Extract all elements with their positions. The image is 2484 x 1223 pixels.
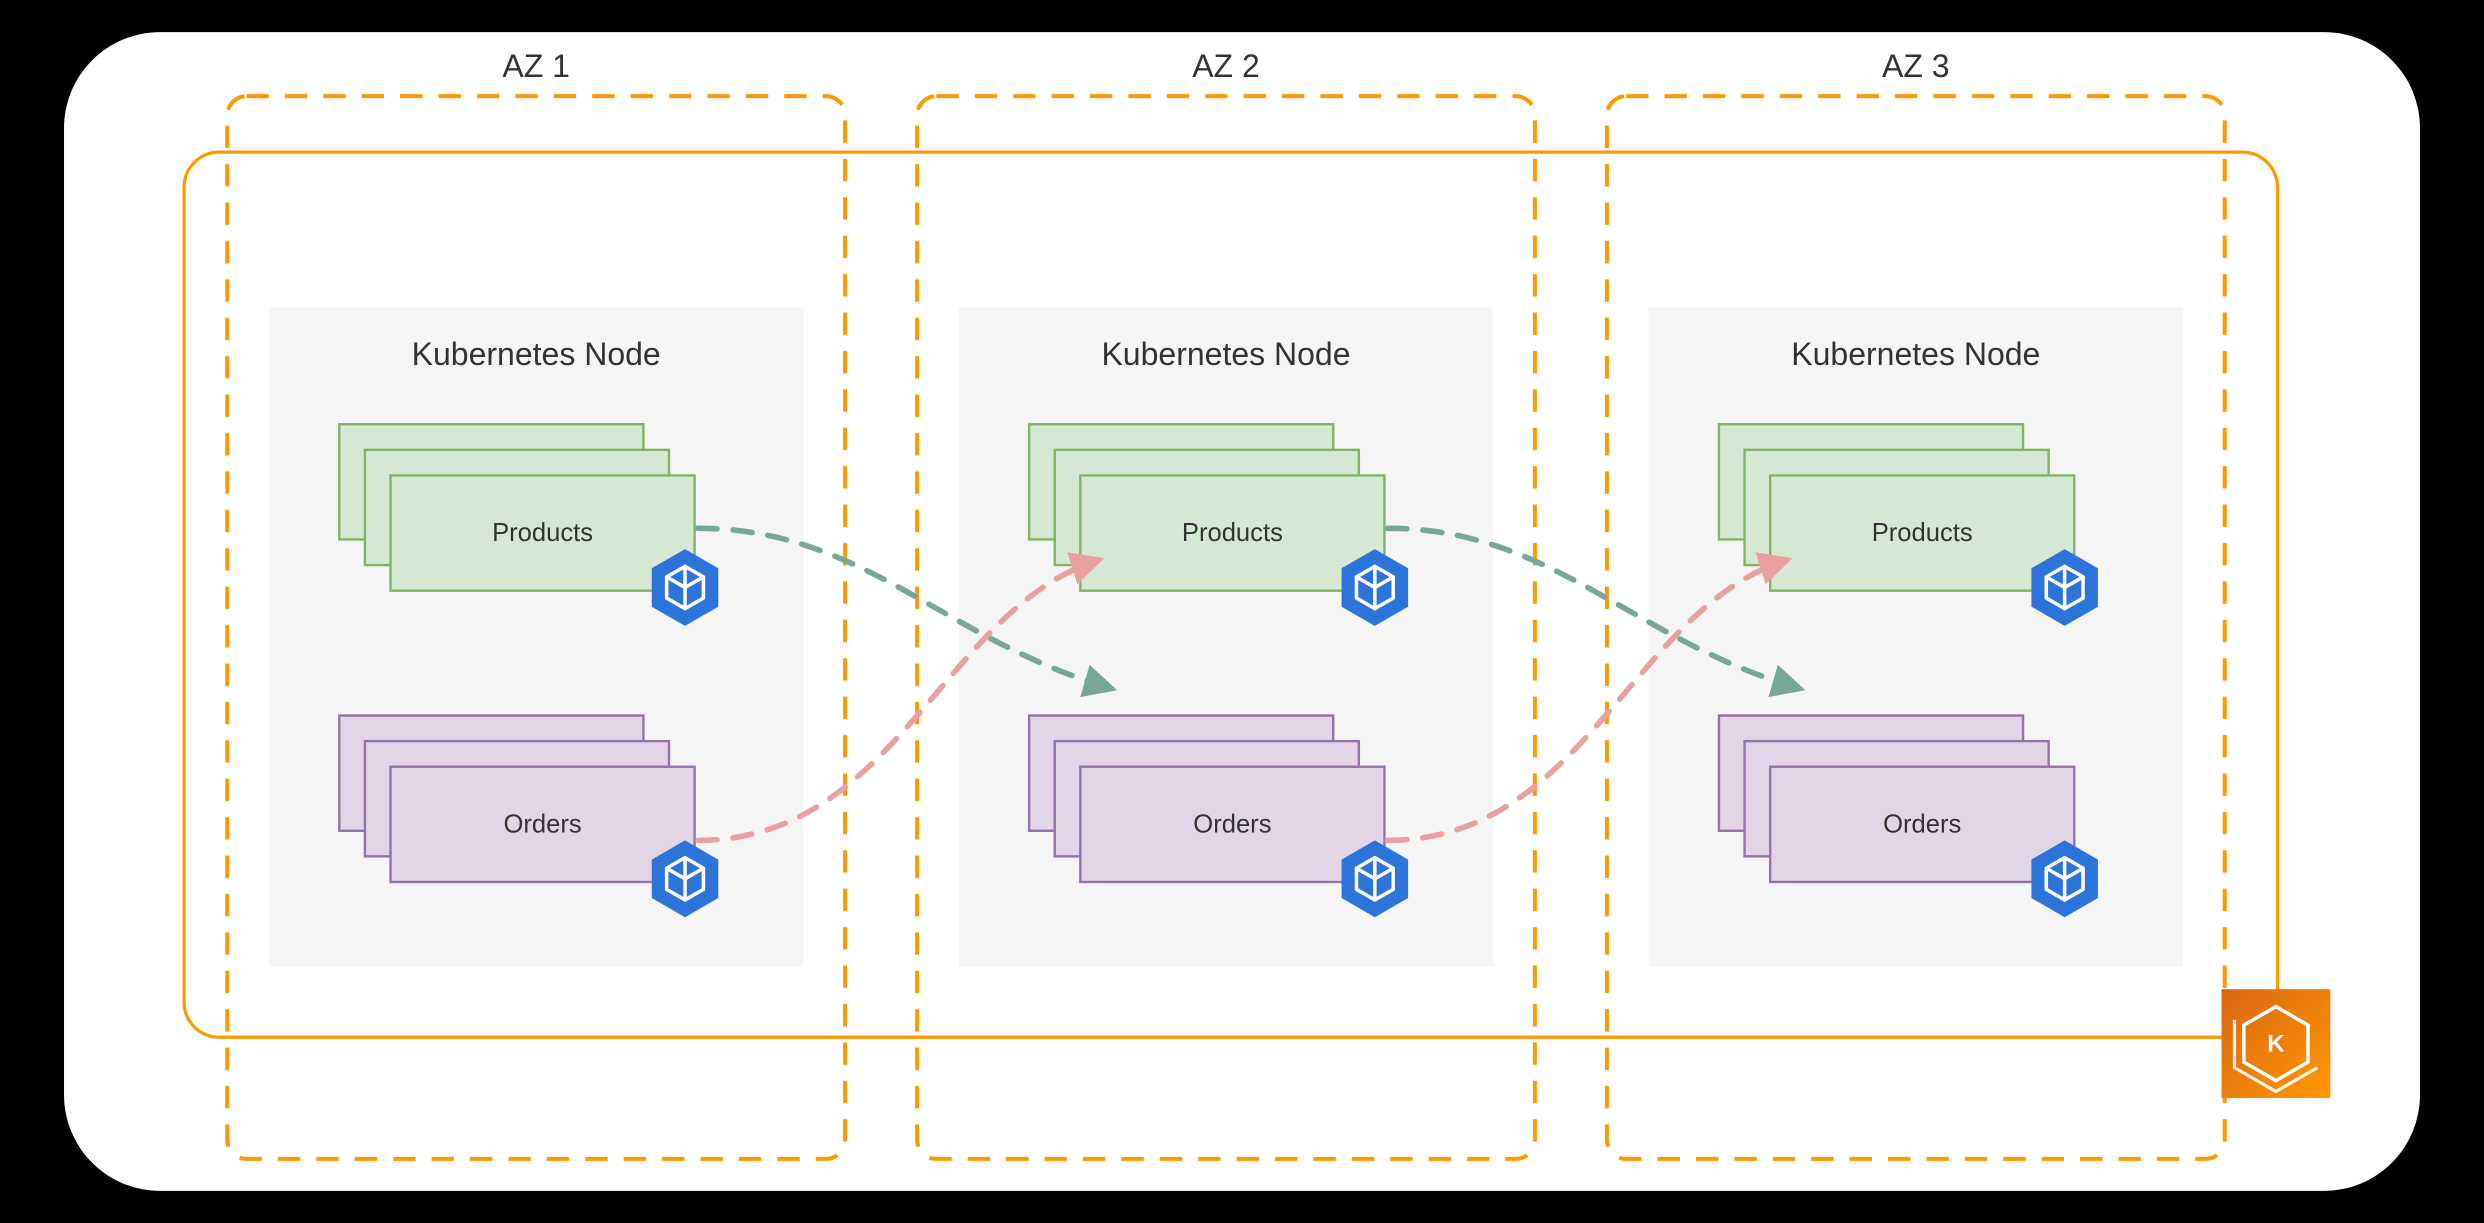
products-label: Products	[1182, 519, 1283, 547]
svg-text:K: K	[2267, 1031, 2285, 1058]
az-label-3: AZ 3	[1882, 48, 1950, 84]
diagram-canvas: AZ 1 AZ 2 AZ 3 Kubernetes Node Kubernetes No…	[0, 0, 2484, 1223]
orders-label: Orders	[1193, 810, 1271, 838]
products-label: Products	[1872, 519, 1973, 547]
eks-icon: K	[2222, 989, 2331, 1098]
orders-label: Orders	[503, 810, 581, 838]
products-label: Products	[492, 519, 593, 547]
az-label-1: AZ 1	[502, 48, 570, 84]
orders-label: Orders	[1883, 810, 1961, 838]
az-label-2: AZ 2	[1192, 48, 1260, 84]
k8s-node-title: Kubernetes Node	[1791, 336, 2040, 372]
k8s-node-title: Kubernetes Node	[412, 336, 661, 372]
k8s-node-title: Kubernetes Node	[1101, 336, 1350, 372]
